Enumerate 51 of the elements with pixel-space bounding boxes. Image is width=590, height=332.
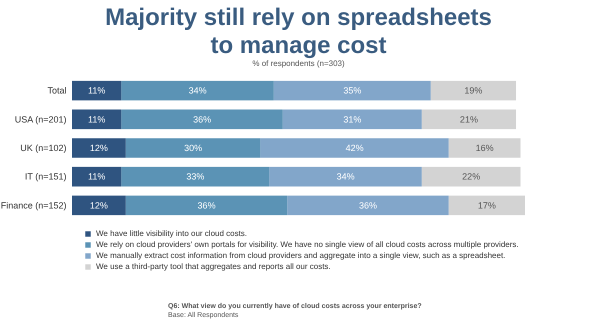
data-label: 30% bbox=[184, 143, 202, 153]
data-label: 34% bbox=[336, 172, 355, 182]
bar bbox=[72, 110, 122, 130]
chart-subtitle: % of respondents (n=303) bbox=[252, 59, 345, 68]
bar bbox=[72, 166, 122, 186]
bar bbox=[72, 80, 122, 100]
y-tick-label: Total bbox=[47, 86, 66, 96]
bar bbox=[448, 138, 521, 158]
y-tick-label: IT (n=151) bbox=[24, 172, 66, 182]
bar bbox=[126, 196, 288, 216]
data-label: 12% bbox=[90, 143, 108, 153]
data-label: 36% bbox=[359, 200, 378, 210]
bar bbox=[430, 80, 516, 100]
bar bbox=[121, 166, 270, 186]
bar bbox=[126, 138, 260, 158]
data-label: 11% bbox=[88, 114, 106, 124]
data-label: 36% bbox=[193, 114, 212, 124]
bar bbox=[72, 196, 126, 216]
data-label: 42% bbox=[346, 143, 364, 153]
y-tick-label: UK (n=102) bbox=[20, 143, 66, 153]
y-tick-label: USA (n=201) bbox=[14, 114, 66, 124]
bar bbox=[260, 138, 449, 158]
bar bbox=[121, 80, 274, 100]
data-label: 16% bbox=[476, 143, 494, 153]
data-label: 12% bbox=[90, 200, 108, 210]
bar bbox=[282, 110, 422, 130]
data-label: 34% bbox=[188, 86, 207, 96]
bar bbox=[269, 166, 422, 186]
bar bbox=[422, 110, 516, 130]
legend-label: We use a third-party tool that aggregates and reports all our costs. bbox=[96, 262, 331, 271]
bar bbox=[72, 138, 126, 158]
data-label: 21% bbox=[460, 114, 478, 124]
legend-label: We rely on cloud providers' own portals for visibility. We have no single view of all cloud costs across multiple providers. bbox=[96, 240, 519, 249]
data-label: 11% bbox=[88, 172, 106, 182]
y-tick-label: Finance (n=152) bbox=[0, 200, 66, 210]
bar bbox=[422, 166, 521, 186]
data-label: 31% bbox=[343, 114, 362, 124]
bar bbox=[448, 196, 525, 216]
legend-label: We manually extract cost information from cloud providers and aggregate into a single view, such as a spreadsheet. bbox=[96, 251, 506, 260]
data-label: 22% bbox=[462, 172, 480, 182]
data-label: 36% bbox=[198, 200, 216, 210]
data-label: 11% bbox=[88, 86, 106, 96]
data-label: 17% bbox=[478, 200, 496, 210]
bar bbox=[274, 80, 431, 100]
chart-title: Majority still rely on spreadsheets to manage cost bbox=[105, 4, 492, 59]
bar bbox=[287, 196, 449, 216]
data-label: 33% bbox=[186, 172, 204, 182]
data-label: 35% bbox=[343, 86, 362, 96]
data-label: 19% bbox=[464, 86, 482, 96]
legend-label: We have little visibility into our cloud costs. bbox=[96, 229, 248, 238]
bar bbox=[121, 110, 283, 130]
